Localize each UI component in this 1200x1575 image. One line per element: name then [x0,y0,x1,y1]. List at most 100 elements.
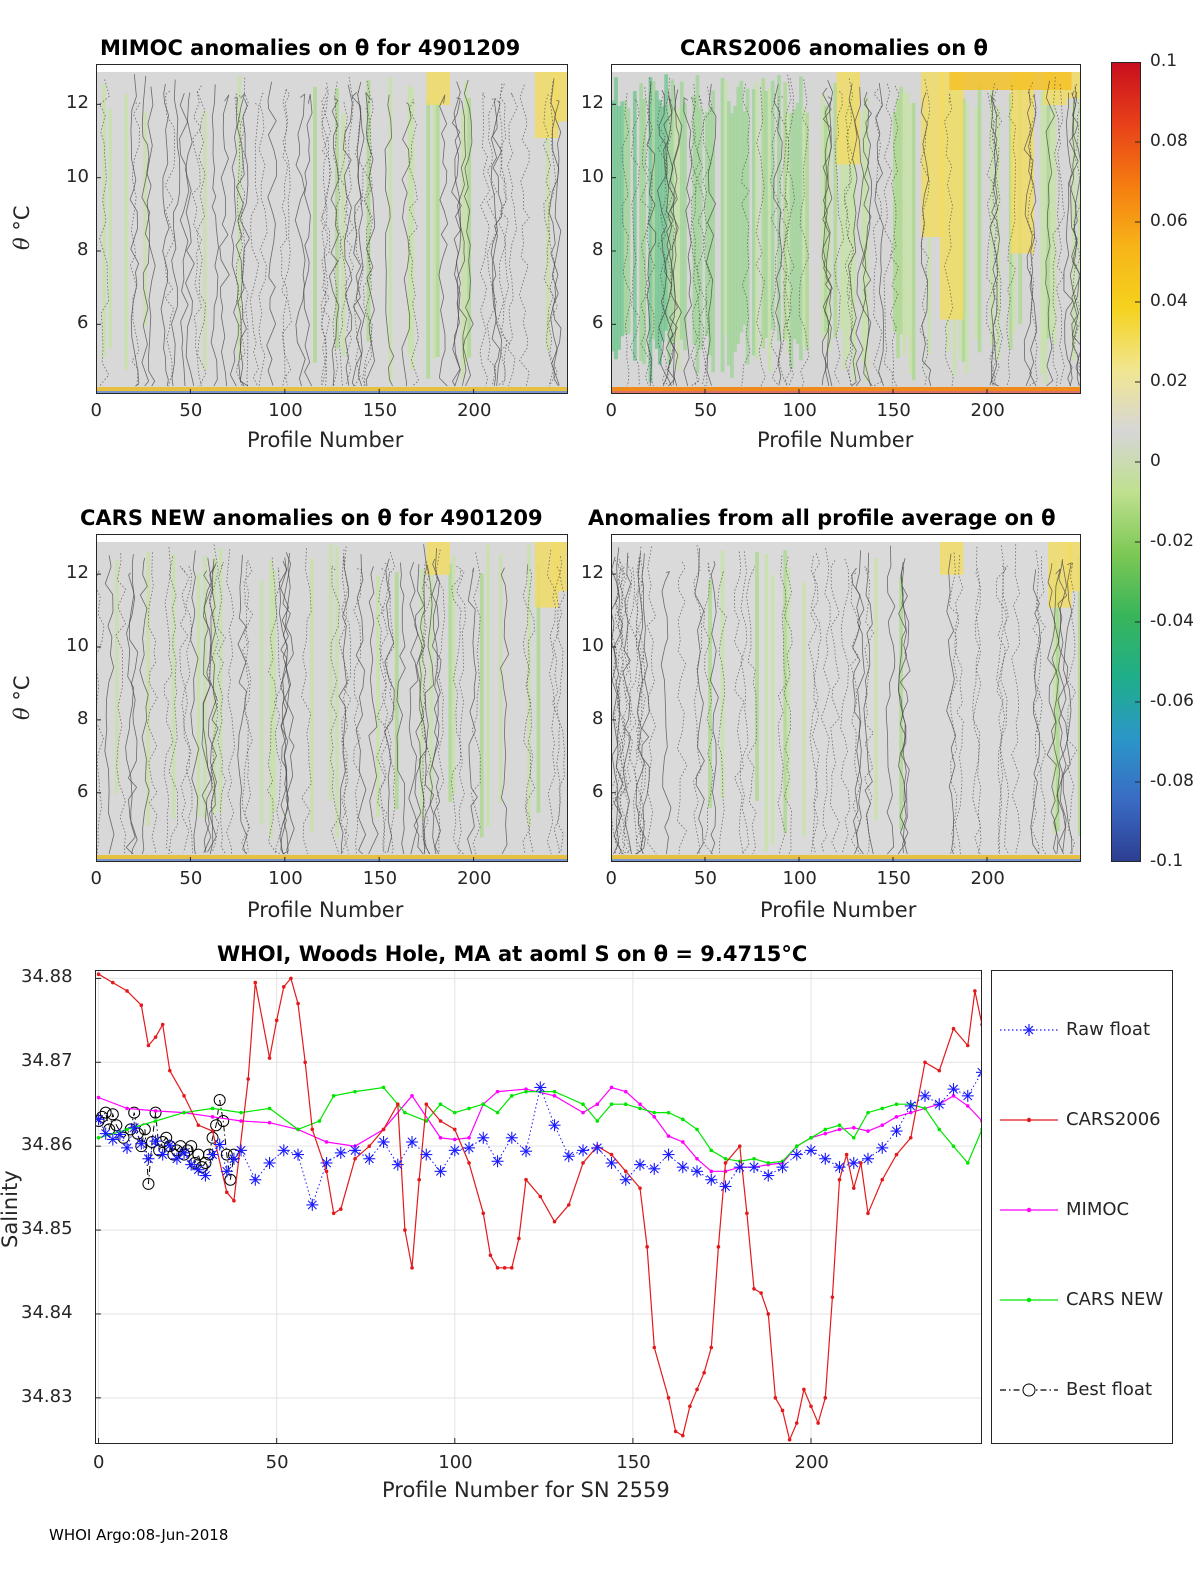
heatmap-contour [208,544,220,853]
heatmap-contour [147,552,158,855]
heatmap-contour [672,89,683,387]
heatmap-streak [761,77,766,349]
heatmap-contour [321,82,332,385]
heatmap-contour [507,92,518,387]
heatmap-bottom-edge [96,391,568,394]
colorbar-tick-label: -0.02 [1150,531,1194,551]
data-point [851,1125,856,1130]
heatmap-contour [694,547,705,855]
legend-label: Best float [1066,1379,1153,1400]
data-point [192,1163,205,1176]
heatmap-contour [146,86,156,387]
heatmap-contour [548,78,560,387]
heatmap-streak [902,92,907,356]
colorbar-tick-label: 0.06 [1150,211,1188,231]
x-tick-label: 0 [605,400,617,421]
heatmap-contour [847,83,858,387]
theta-symbol: θ [10,707,34,720]
heatmap-streak [795,102,800,344]
heatmap-contour [130,102,141,387]
heatmap-contour [874,82,885,387]
heatmap-contour [613,558,624,855]
data-point [680,1117,685,1122]
heatmap-streak [642,99,647,365]
data-point [296,1127,300,1132]
data-point [153,1119,158,1123]
x-tick-label: 100 [268,868,303,889]
heatmap-contour [1067,562,1078,855]
data-point [199,1169,212,1182]
heatmap-contour [453,81,462,387]
heatmap-streak [802,107,806,347]
heatmap-contour [500,567,510,855]
heatmap-streak [388,77,393,383]
heatmap-streak [171,554,176,819]
heatmap-contour [451,97,462,387]
data-point [595,1102,600,1107]
heatmap-contour [862,98,873,387]
data-point [128,1121,141,1134]
data-point [823,1396,828,1400]
heatmap-streak [527,544,531,827]
data-point [802,1387,806,1392]
data-point [185,1140,198,1153]
data-point [481,1211,486,1216]
heatmap-panel-3 [96,534,568,862]
heatmap-contour [266,81,277,386]
data-point [324,1140,329,1144]
heatmap-contour [368,566,379,855]
data-point [324,1169,329,1174]
data-point [135,1137,148,1150]
data-point [163,1139,176,1152]
legend-swatch [1000,1297,1058,1303]
data-point [666,1110,671,1115]
heatmap-contour [990,96,1000,387]
heatmap-contour [401,102,412,386]
data-point [524,1087,528,1091]
heatmap-contour [462,79,474,387]
heatmap-contour [486,98,498,387]
heatmap-streak [407,85,412,355]
heatmap-contour [1063,92,1074,387]
data-point [353,1156,357,1161]
data-point [263,1156,276,1169]
data-point [894,1115,899,1119]
heatmap-contour [266,557,278,854]
data-point [178,1146,191,1159]
theta-symbol: θ [10,237,34,250]
x-tick-label: 200 [457,400,492,421]
heatmap-streak [1046,102,1051,339]
heatmap-contour [705,83,717,386]
data-point [210,1119,223,1132]
heatmap-contour [243,560,254,853]
data-point [524,1177,528,1182]
colorbar-tick-label: -0.1 [1150,851,1184,871]
data-point [149,1106,162,1119]
heatmap-contour [163,547,174,855]
data-point [581,1102,585,1107]
heatmap-bottom-band [96,855,568,859]
data-point [581,1161,585,1165]
heatmap-streak [770,575,775,845]
heatmap-contour [885,545,896,855]
data-point [723,1156,728,1161]
heatmap-contour [303,94,313,387]
heatmap-contour [635,552,646,855]
data-point [113,1128,126,1141]
heatmap-contour [829,560,841,855]
data-point [634,1158,647,1171]
heatmap-streak [833,83,838,338]
data-point [495,1089,500,1094]
panel-4-title: Anomalies from all profile average on θ [588,506,1056,530]
heatmap-panel-1 [96,64,568,394]
heatmap-streak [212,558,217,814]
heatmap-streak [842,101,847,371]
y-tick-label: 12 [66,562,89,584]
heatmap-streak [720,550,725,799]
legend-item: CARS2006 [998,1105,1168,1135]
heatmap-contour [278,560,289,855]
data-point [923,1060,927,1065]
data-point [695,1387,699,1392]
heatmap-contour [219,94,230,387]
heatmap-contour [833,91,845,385]
